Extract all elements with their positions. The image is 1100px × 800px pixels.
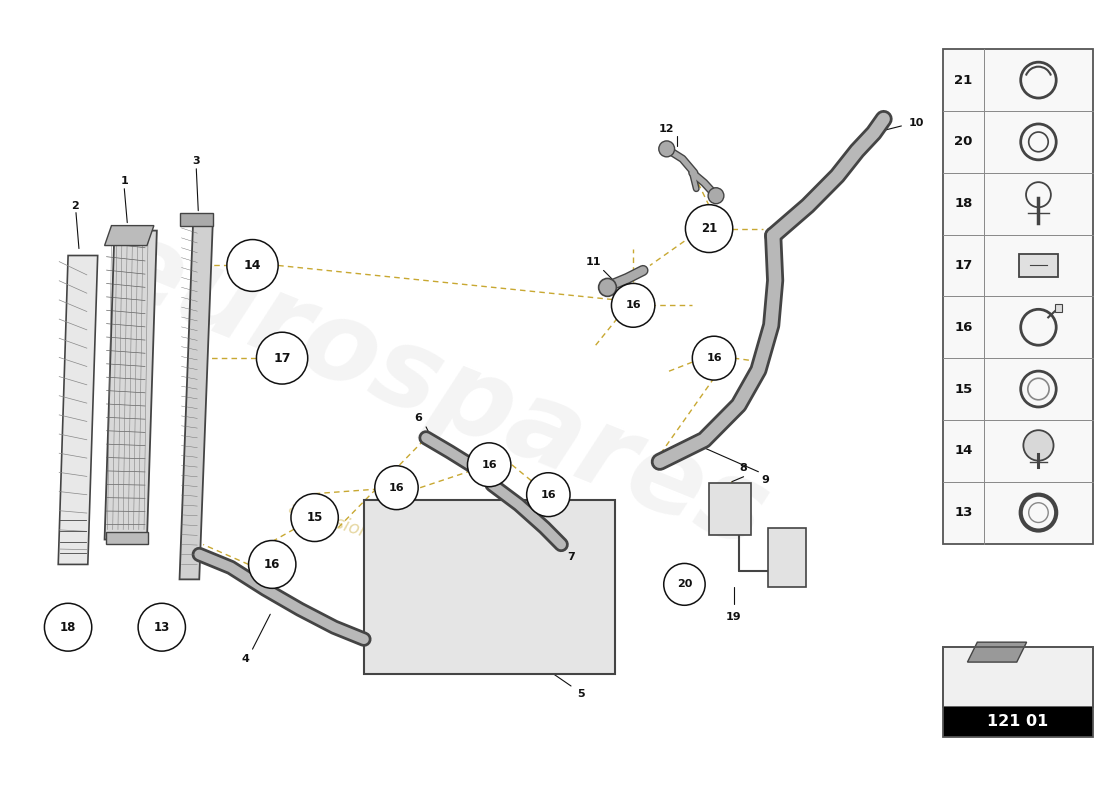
FancyBboxPatch shape — [1019, 254, 1058, 277]
Polygon shape — [104, 230, 157, 539]
FancyBboxPatch shape — [943, 647, 1092, 707]
Text: 18: 18 — [955, 197, 972, 210]
Text: 16: 16 — [388, 482, 405, 493]
Text: 6: 6 — [415, 413, 422, 423]
Polygon shape — [179, 213, 213, 226]
Text: 10: 10 — [909, 118, 924, 128]
Text: 5: 5 — [578, 689, 585, 699]
Text: 15: 15 — [307, 511, 322, 524]
Circle shape — [612, 283, 654, 327]
Circle shape — [1023, 430, 1054, 461]
Circle shape — [227, 239, 278, 291]
Circle shape — [527, 473, 570, 517]
Text: 13: 13 — [955, 506, 972, 519]
FancyBboxPatch shape — [943, 707, 1092, 737]
FancyBboxPatch shape — [768, 527, 805, 587]
Circle shape — [659, 141, 674, 157]
Text: 8: 8 — [739, 462, 748, 473]
Text: eurospares: eurospares — [92, 209, 783, 571]
Text: 16: 16 — [264, 558, 280, 571]
Text: 16: 16 — [482, 460, 497, 470]
Text: 21: 21 — [955, 74, 972, 86]
Text: 12: 12 — [659, 124, 674, 134]
Polygon shape — [968, 642, 1026, 662]
Text: 14: 14 — [955, 444, 972, 458]
Text: 20: 20 — [676, 579, 692, 590]
Text: 19: 19 — [726, 612, 741, 622]
Text: 9: 9 — [761, 474, 769, 485]
Text: 4: 4 — [242, 654, 250, 664]
Text: 21: 21 — [701, 222, 717, 235]
Polygon shape — [179, 216, 213, 579]
Text: 15: 15 — [955, 382, 972, 395]
Text: a passion for parts since 1985: a passion for parts since 1985 — [286, 499, 550, 600]
Text: 20: 20 — [955, 135, 972, 148]
FancyBboxPatch shape — [943, 50, 1092, 543]
Text: 17: 17 — [273, 352, 290, 365]
FancyBboxPatch shape — [1055, 304, 1061, 312]
Circle shape — [598, 278, 616, 296]
Text: 14: 14 — [244, 259, 262, 272]
Text: 17: 17 — [955, 259, 972, 272]
Circle shape — [375, 466, 418, 510]
Circle shape — [256, 332, 308, 384]
Circle shape — [663, 563, 705, 606]
Text: 16: 16 — [625, 300, 641, 310]
Text: 7: 7 — [568, 553, 575, 562]
Text: 13: 13 — [154, 621, 169, 634]
Circle shape — [44, 603, 91, 651]
Text: 121 01: 121 01 — [987, 714, 1048, 730]
Circle shape — [139, 603, 186, 651]
Circle shape — [708, 188, 724, 204]
Text: 3: 3 — [192, 156, 200, 166]
FancyBboxPatch shape — [710, 482, 750, 534]
Text: 16: 16 — [706, 353, 722, 363]
Circle shape — [292, 494, 339, 542]
Circle shape — [692, 336, 736, 380]
FancyBboxPatch shape — [364, 500, 615, 674]
Text: 18: 18 — [59, 621, 76, 634]
Text: 16: 16 — [955, 321, 972, 334]
Text: 2: 2 — [72, 201, 79, 210]
Circle shape — [249, 541, 296, 588]
Text: 11: 11 — [586, 258, 602, 267]
Polygon shape — [104, 226, 154, 246]
Text: 16: 16 — [540, 490, 557, 500]
Circle shape — [685, 205, 733, 253]
Circle shape — [468, 443, 510, 486]
Polygon shape — [106, 531, 148, 545]
Text: 1: 1 — [120, 176, 129, 186]
Polygon shape — [58, 255, 98, 565]
